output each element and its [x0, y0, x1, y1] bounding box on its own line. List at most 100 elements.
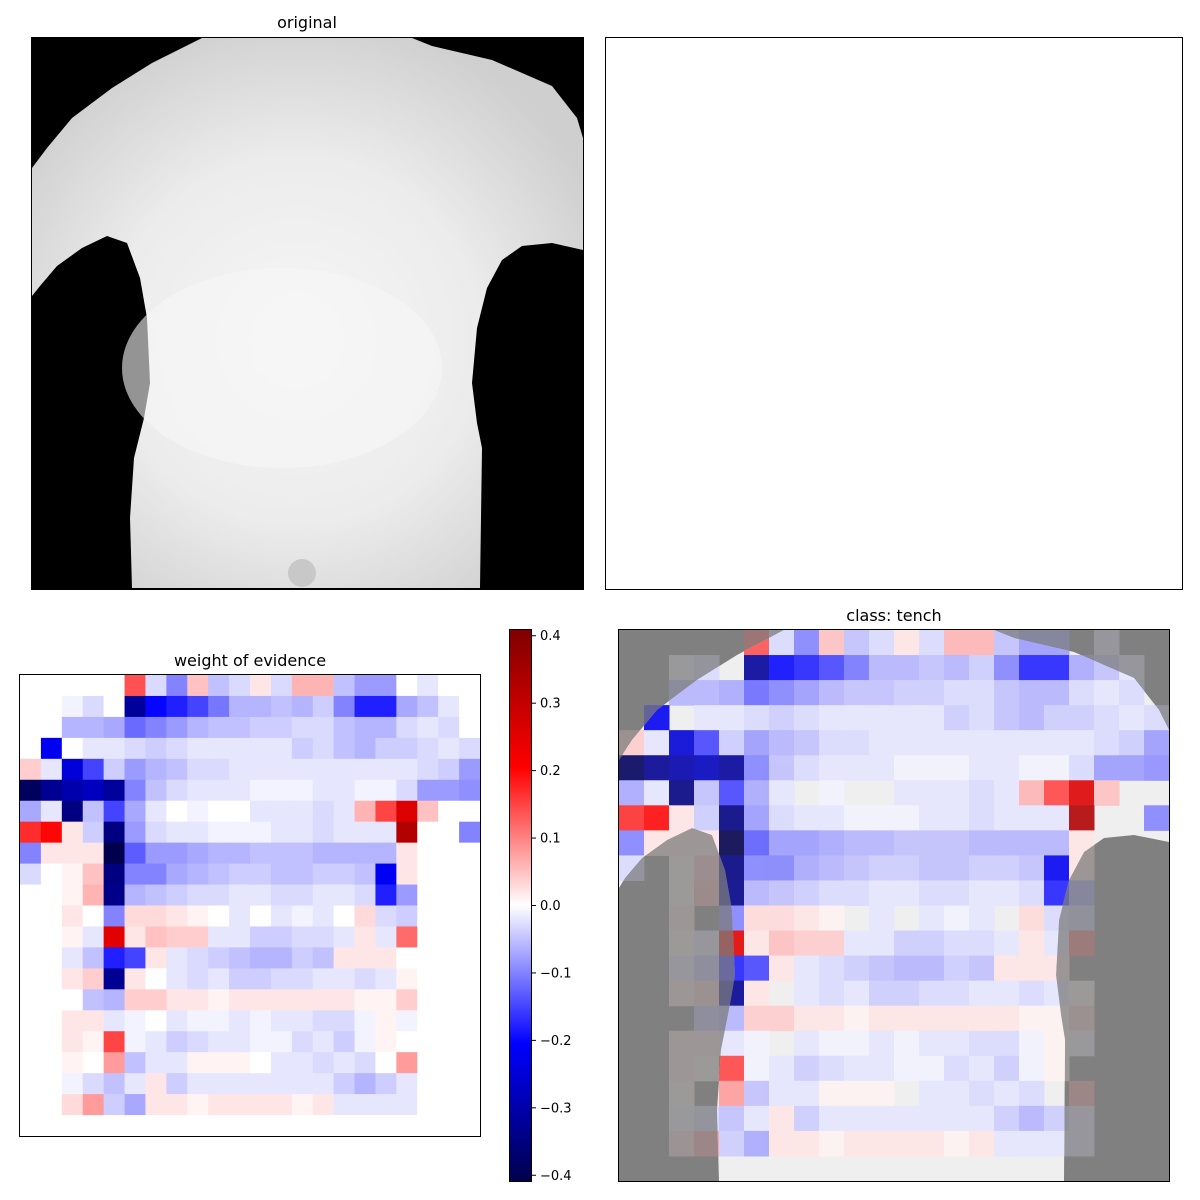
overlay-cell — [1019, 955, 1045, 982]
heatmap-cell — [354, 905, 376, 927]
overlay-cell-mask — [1069, 1080, 1095, 1107]
overlay-cell-mask — [719, 980, 745, 1007]
overlay-cell — [794, 1130, 820, 1157]
overlay-cell — [1044, 680, 1070, 706]
overlay-cell — [944, 1055, 970, 1082]
overlay-cell-mask — [694, 930, 720, 957]
overlay-cell-mask — [694, 1005, 720, 1032]
overlay-cell-mask — [819, 755, 845, 781]
heatmap-cell — [396, 947, 418, 969]
overlay-cell — [819, 780, 845, 806]
overlay-cell — [944, 630, 970, 656]
overlay-cell-mask — [994, 1130, 1020, 1157]
heatmap-cell — [459, 926, 480, 948]
overlay-cell — [794, 905, 820, 932]
overlay-cell-mask — [1069, 705, 1095, 731]
heatmap-cell — [354, 695, 376, 718]
overlay-cell — [919, 655, 945, 681]
heatmap-cell — [250, 716, 272, 739]
overlay-cell-mask — [769, 755, 795, 781]
overlay-cell-mask — [1069, 1105, 1095, 1132]
heatmap-cell — [333, 926, 356, 948]
heatmap-cell — [459, 863, 480, 886]
heatmap-cell — [208, 1052, 230, 1074]
overlay-cell-mask — [1044, 630, 1070, 656]
overlay-cell-mask — [894, 980, 920, 1007]
heatmap-cell — [438, 695, 460, 718]
overlay-cell — [969, 1055, 995, 1082]
overlay-cell — [794, 955, 820, 982]
heatmap-cell — [375, 1052, 397, 1074]
heatmap-cell — [375, 905, 397, 927]
heatmap-cell — [124, 968, 146, 990]
overlay-cell — [669, 755, 695, 781]
overlay-cell-mask — [794, 680, 820, 706]
heatmap-cell — [145, 675, 167, 697]
overlay-cell-mask — [894, 1105, 920, 1132]
overlay-cell-mask — [969, 805, 995, 831]
heatmap-cell — [270, 695, 293, 718]
overlay-cell — [744, 1080, 770, 1107]
heatmap-cell — [459, 695, 480, 718]
heatmap-cell — [82, 675, 105, 697]
overlay-cell — [1069, 655, 1095, 681]
heatmap-cell — [270, 716, 293, 739]
heatmap-cell — [417, 695, 439, 718]
overlay-cell — [1069, 705, 1095, 731]
overlay-cell-mask — [969, 655, 995, 681]
heatmap-cell — [229, 779, 251, 802]
overlay-cell-mask — [669, 780, 695, 806]
overlay-cell-mask — [644, 755, 670, 781]
heatmap-cell — [40, 989, 63, 1011]
overlay-cell — [769, 930, 795, 957]
overlay-cell-mask — [869, 755, 895, 781]
overlay-cell-mask — [819, 630, 845, 656]
overlay-cell — [994, 730, 1020, 756]
overlay-cell — [869, 1130, 895, 1157]
heatmap-cell — [291, 758, 314, 781]
overlay-cell — [994, 830, 1020, 856]
overlay-cell-mask — [944, 1105, 970, 1132]
heatmap-cell — [20, 695, 42, 718]
heatmap-cell — [438, 926, 460, 948]
overlay-cell-mask — [719, 730, 745, 756]
overlay-cell — [994, 1005, 1020, 1032]
heatmap-cell — [124, 1031, 146, 1053]
heatmap-cell — [417, 905, 439, 927]
overlay-cell-mask — [944, 930, 970, 957]
heatmap-cell — [312, 905, 335, 927]
overlay-cell — [944, 680, 970, 706]
heatmap-cell — [312, 800, 335, 823]
heatmap-cell — [396, 884, 418, 906]
overlay-cell-mask — [819, 930, 845, 957]
overlay-cell-mask — [669, 1030, 695, 1057]
overlay-cell-mask — [944, 1055, 970, 1082]
overlay-cell-mask — [719, 1130, 745, 1157]
heatmap-cell — [124, 926, 146, 948]
heatmap-cell — [145, 779, 167, 802]
heatmap-cell — [187, 1052, 209, 1074]
overlay-cell-mask — [869, 1130, 895, 1157]
overlay-cell — [819, 880, 845, 906]
overlay-cell — [819, 705, 845, 731]
overlay-cell — [1094, 780, 1120, 806]
heatmap-cell — [270, 675, 293, 697]
overlay-cell — [794, 755, 820, 781]
heatmap-cell — [375, 695, 397, 718]
overlay-cell-mask — [694, 805, 720, 831]
overlay-cell — [819, 905, 845, 932]
overlay-cell-mask — [694, 1055, 720, 1082]
heatmap-cell — [166, 1052, 188, 1074]
overlay-cell — [669, 805, 695, 831]
heatmap-cell — [145, 1052, 167, 1074]
heatmap-cell — [459, 947, 480, 969]
overlay-cell — [919, 1030, 945, 1057]
overlay-cell — [1019, 830, 1045, 856]
heatmap-cell — [103, 989, 126, 1011]
overlay-cell — [1019, 1080, 1045, 1107]
heatmap-cell — [61, 1010, 84, 1032]
overlay-cell-mask — [919, 730, 945, 756]
heatmap-cell — [208, 737, 230, 760]
colorbar-tick-label: 0.0 — [540, 899, 561, 914]
overlay-cell — [994, 955, 1020, 982]
